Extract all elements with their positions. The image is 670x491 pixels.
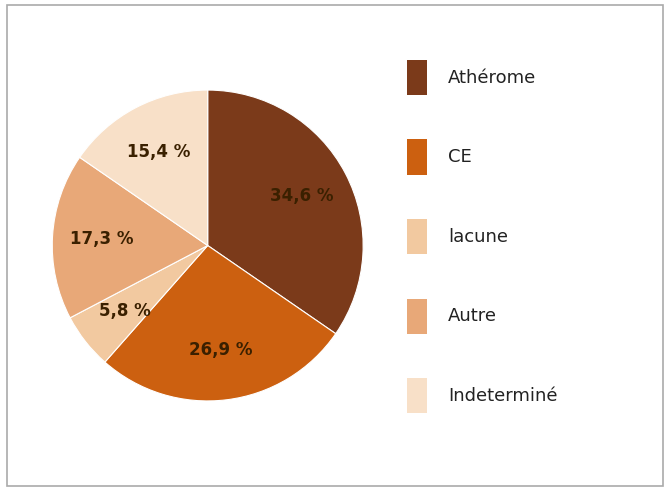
Text: 26,9 %: 26,9 %: [189, 341, 253, 359]
Wedge shape: [208, 90, 363, 334]
Text: lacune: lacune: [448, 228, 508, 246]
Wedge shape: [52, 157, 208, 318]
Wedge shape: [105, 246, 336, 401]
Text: 15,4 %: 15,4 %: [127, 143, 190, 161]
Text: 17,3 %: 17,3 %: [70, 230, 134, 248]
Text: Indeterminé: Indeterminé: [448, 387, 557, 405]
Wedge shape: [70, 246, 208, 362]
FancyBboxPatch shape: [407, 139, 427, 175]
FancyBboxPatch shape: [407, 60, 427, 95]
Text: 5,8 %: 5,8 %: [98, 302, 151, 320]
Text: CE: CE: [448, 148, 472, 166]
FancyBboxPatch shape: [407, 378, 427, 413]
FancyBboxPatch shape: [407, 219, 427, 254]
Text: 34,6 %: 34,6 %: [269, 188, 333, 205]
Wedge shape: [80, 90, 208, 246]
Text: Athérome: Athérome: [448, 69, 536, 86]
FancyBboxPatch shape: [407, 299, 427, 334]
Text: Autre: Autre: [448, 307, 497, 325]
